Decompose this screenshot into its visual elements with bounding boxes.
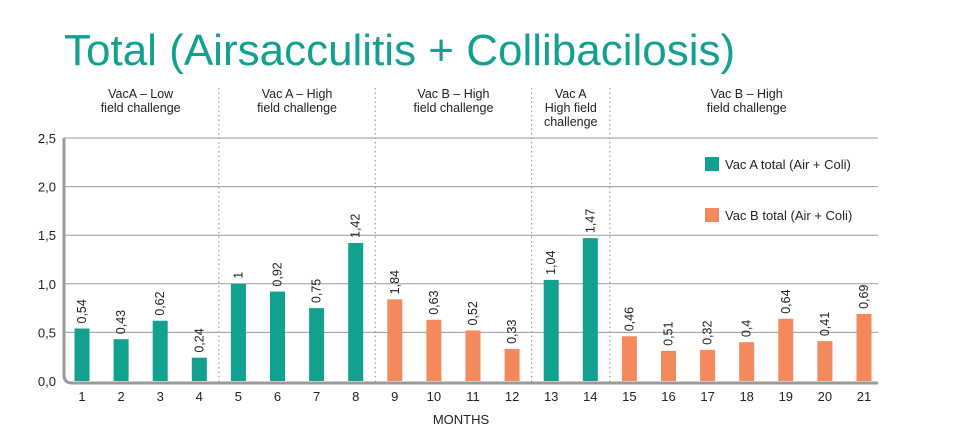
data-label: 0,33	[505, 320, 519, 344]
axis-line	[62, 138, 878, 385]
data-label: 0,63	[427, 290, 441, 314]
bar-month-3	[152, 320, 168, 381]
data-label: 1,42	[349, 214, 363, 238]
bar-month-16	[661, 350, 676, 381]
x-tick-label: 4	[196, 389, 203, 404]
section-label: Vac B – High	[417, 87, 489, 101]
data-label: 0,69	[857, 285, 871, 309]
data-label: 1,84	[388, 270, 402, 294]
x-tick-label: 15	[622, 389, 636, 404]
bar-month-6	[270, 291, 285, 381]
x-tick-label: 5	[235, 389, 242, 404]
y-tick-label: 1,5	[38, 228, 56, 243]
x-tick-label: 21	[857, 389, 871, 404]
x-tick-label: 19	[779, 389, 793, 404]
section-label: field challenge	[413, 101, 493, 115]
section-label: Vac A	[555, 87, 587, 101]
data-label: 0,43	[114, 310, 128, 334]
bar-month-21	[856, 313, 872, 381]
bar-month-15	[621, 336, 637, 381]
y-tick-label: 1,0	[38, 277, 56, 292]
bar-month-13	[543, 279, 559, 381]
section-label: Vac B – High	[711, 87, 783, 101]
data-label: 0,75	[310, 279, 324, 303]
bar-month-18	[739, 342, 755, 381]
bar-month-8	[348, 242, 364, 381]
x-axis-label: MONTHS	[433, 412, 490, 427]
bar-month-20	[817, 341, 833, 381]
data-label: 1,04	[544, 251, 558, 275]
x-tick-label: 11	[466, 389, 480, 404]
data-label: 0,46	[622, 307, 636, 331]
x-tick-label: 1	[78, 389, 85, 404]
bar-month-14	[582, 238, 598, 381]
x-tick-label: 20	[818, 389, 832, 404]
data-label: 0,4	[740, 320, 754, 337]
data-label: 0,51	[662, 321, 676, 345]
legend-swatch	[705, 208, 719, 222]
data-label: 0,52	[466, 301, 480, 325]
x-tick-label: 12	[505, 389, 519, 404]
data-label: 1	[231, 272, 245, 279]
x-tick-label: 17	[700, 389, 714, 404]
legend-label: Vac A total (Air + Coli)	[725, 157, 851, 172]
legend: Vac A total (Air + Coli) Vac B total (Air…	[705, 157, 852, 223]
x-tick-label: 9	[391, 389, 398, 404]
bar-month-9	[387, 299, 403, 381]
section-label: field challenge	[257, 101, 337, 115]
bar-month-19	[778, 318, 794, 381]
bar-month-2	[113, 339, 129, 381]
x-tick-label: 7	[313, 389, 320, 404]
data-label: 0,92	[271, 262, 285, 286]
legend-swatch	[705, 157, 719, 171]
section-label: field challenge	[101, 101, 181, 115]
x-tick-label: 14	[583, 389, 597, 404]
chart-title: Total (Airsacculitis + Collibacilosis)	[64, 26, 735, 75]
x-tick-label: 8	[352, 389, 359, 404]
bar-month-11	[465, 330, 481, 381]
section-label: challenge	[544, 115, 598, 129]
data-label: 0,41	[818, 312, 832, 336]
section-label: Vac A – High	[262, 87, 333, 101]
bar-month-10	[426, 319, 442, 381]
data-label: 0,32	[701, 321, 715, 345]
bar-month-7	[309, 308, 325, 381]
section-label: High field	[545, 101, 597, 115]
x-tick-label: 18	[739, 389, 753, 404]
bar-month-12	[504, 348, 520, 381]
y-tick-label: 0,0	[38, 374, 56, 389]
y-tick-label: 0,5	[38, 325, 56, 340]
data-label: 0,64	[779, 289, 793, 313]
data-label: 0,62	[153, 291, 167, 315]
x-tick-label: 3	[157, 389, 164, 404]
x-tick-label: 16	[661, 389, 675, 404]
bar-month-17	[700, 349, 716, 381]
x-tick-label: 13	[544, 389, 558, 404]
section-label: field challenge	[707, 101, 787, 115]
data-label: 0,24	[192, 328, 206, 352]
bar-month-5	[230, 283, 246, 381]
axes	[62, 138, 878, 385]
section-label: VacA – Low	[108, 87, 174, 101]
y-tick-label: 2,5	[38, 131, 56, 146]
bars: 0,5410,4320,6230,244150,9260,7571,4281,8…	[74, 209, 872, 404]
legend-label: Vac B total (Air + Coli)	[725, 208, 852, 223]
bar-month-4	[191, 357, 207, 381]
x-tick-label: 2	[117, 389, 124, 404]
y-tick-label: 2,0	[38, 180, 56, 195]
x-tick-label: 6	[274, 389, 281, 404]
data-label: 1,47	[583, 209, 597, 233]
x-tick-label: 10	[427, 389, 441, 404]
bar-month-1	[74, 328, 90, 381]
data-label: 0,54	[75, 299, 89, 323]
